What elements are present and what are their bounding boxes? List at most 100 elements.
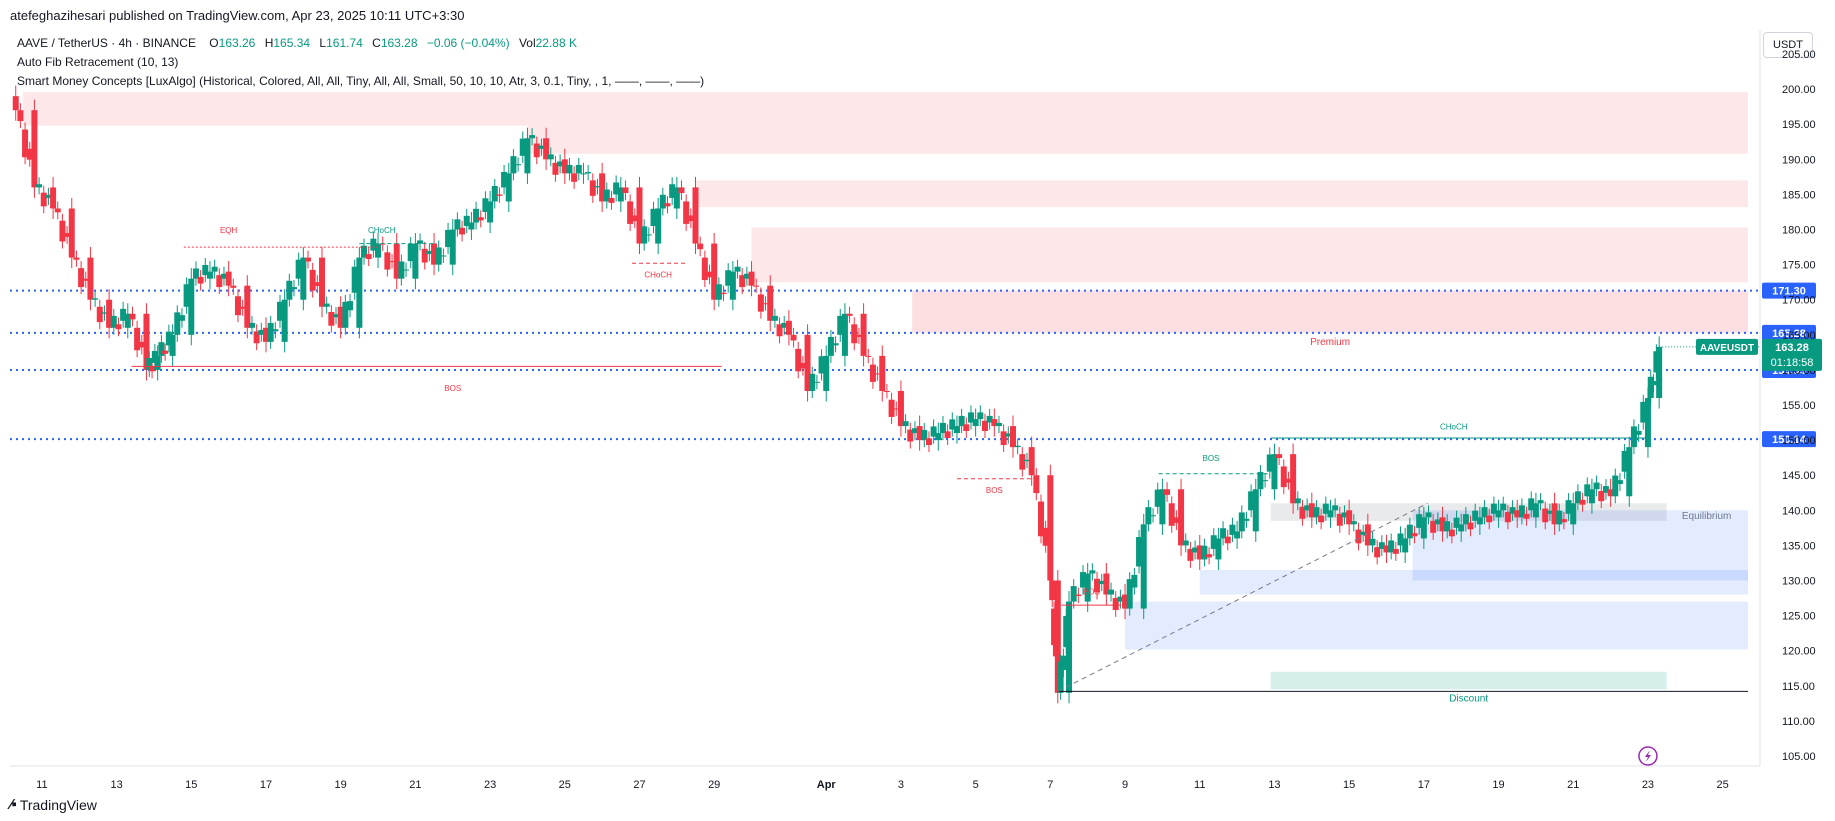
candle-body xyxy=(1266,454,1273,472)
structure-label: BOS xyxy=(1083,588,1100,597)
candle-body xyxy=(1308,503,1315,518)
candle-body xyxy=(725,270,732,286)
candle-body xyxy=(337,306,344,328)
fib-tag-bg xyxy=(1762,324,1816,341)
candle-body xyxy=(1444,521,1451,532)
candle-body xyxy=(1047,475,1054,581)
candle-body xyxy=(1416,514,1423,528)
candle-body xyxy=(967,412,974,423)
x-tick-label: 25 xyxy=(1717,779,1729,791)
candle-body xyxy=(17,110,24,122)
candle-body xyxy=(949,419,956,430)
candle-body xyxy=(1546,510,1553,514)
candle-body xyxy=(552,162,559,175)
candle-body xyxy=(636,187,643,244)
candle-body xyxy=(1350,521,1357,525)
candle-body xyxy=(22,129,29,158)
candle-body xyxy=(809,373,816,391)
candle-body xyxy=(1528,498,1535,511)
candle-body xyxy=(1425,512,1432,518)
candle-body xyxy=(1262,480,1269,482)
candle-body xyxy=(73,257,80,260)
symbol-label[interactable]: AAVE / TetherUS · 4h · BINANCE xyxy=(17,36,196,50)
demand-zone xyxy=(1125,601,1748,650)
x-tick-label: 5 xyxy=(973,779,979,791)
candle-body xyxy=(580,173,587,175)
candle-body xyxy=(1108,589,1115,595)
candle-body xyxy=(1406,524,1413,539)
y-tick-label: 110.00 xyxy=(1782,716,1815,728)
candle-body xyxy=(351,266,358,293)
candle-body xyxy=(463,215,470,227)
candle-body xyxy=(234,296,241,316)
candle-body xyxy=(50,187,57,209)
candle-body xyxy=(1650,380,1657,386)
indicator-fib[interactable]: Auto Fib Retracement (10, 13) xyxy=(17,55,179,69)
currency-button[interactable]: USDT xyxy=(1763,32,1813,58)
candle-body xyxy=(1042,527,1049,546)
candle-body xyxy=(1490,503,1497,514)
candle-body xyxy=(143,313,150,370)
candle-body xyxy=(533,143,540,158)
indicator-smc[interactable]: Smart Money Concepts [LuxAlgo] (Historic… xyxy=(17,74,705,88)
candle-body xyxy=(627,201,634,224)
candle-body xyxy=(697,243,704,250)
y-tick-label: 145.00 xyxy=(1782,470,1816,482)
candle-body xyxy=(1411,533,1418,537)
candle-body xyxy=(846,313,853,316)
candle-body xyxy=(375,243,382,258)
candle-body xyxy=(319,257,326,307)
y-tick-label: 120.00 xyxy=(1782,646,1816,658)
candle-body xyxy=(519,138,526,156)
y-tick-label: 155.00 xyxy=(1782,400,1816,412)
candle-body xyxy=(832,343,839,346)
y-tick-label: 180.00 xyxy=(1782,225,1816,237)
candle-body xyxy=(785,320,792,335)
candle-body xyxy=(1252,489,1259,532)
candle-body xyxy=(454,219,461,230)
candle-body xyxy=(911,428,918,434)
candle-body xyxy=(1514,510,1521,518)
candle-body xyxy=(1509,507,1516,514)
candle-body xyxy=(879,355,886,391)
candle-body xyxy=(435,247,442,265)
zone-premium xyxy=(912,290,1748,333)
candle-body xyxy=(1187,548,1194,561)
candle-body xyxy=(888,399,895,417)
candle-body xyxy=(1593,482,1600,490)
candle-body xyxy=(1112,598,1119,610)
candle-body xyxy=(594,186,601,188)
candle-body xyxy=(1131,574,1138,588)
candle-body xyxy=(1070,586,1077,602)
candle-body xyxy=(851,324,858,344)
candle-body xyxy=(939,422,946,434)
high-label: H xyxy=(264,36,274,50)
y-tick-label: 105.00 xyxy=(1782,751,1816,763)
tradingview-logo-icon: ⁄▪ xyxy=(10,796,17,813)
candle-body xyxy=(216,275,223,288)
x-tick-label: 23 xyxy=(1642,779,1654,791)
candle-body xyxy=(220,273,227,279)
footer-brand[interactable]: ⁄▪ TradingView xyxy=(10,796,97,813)
lightning-icon xyxy=(1638,746,1658,766)
candle-body xyxy=(813,381,820,383)
candle-body xyxy=(253,331,260,344)
candle-body xyxy=(1481,507,1488,518)
candle-body xyxy=(776,324,783,337)
x-tick-label: 11 xyxy=(36,779,47,791)
x-tick-label: 21 xyxy=(409,779,421,791)
zone-label-premium: Premium xyxy=(1310,337,1350,348)
candle-body xyxy=(361,245,368,258)
candle-body xyxy=(589,180,596,196)
structure-label: EQH xyxy=(220,226,238,235)
x-tick-label: 11 xyxy=(1194,779,1205,791)
x-tick-label: 19 xyxy=(335,779,347,791)
candle-body xyxy=(370,238,377,251)
candle-body xyxy=(575,164,582,174)
candle-body xyxy=(1523,513,1530,519)
candle-body xyxy=(1588,489,1595,504)
candle-body xyxy=(729,271,736,300)
candle-body xyxy=(482,198,489,212)
candle-body xyxy=(295,259,302,279)
